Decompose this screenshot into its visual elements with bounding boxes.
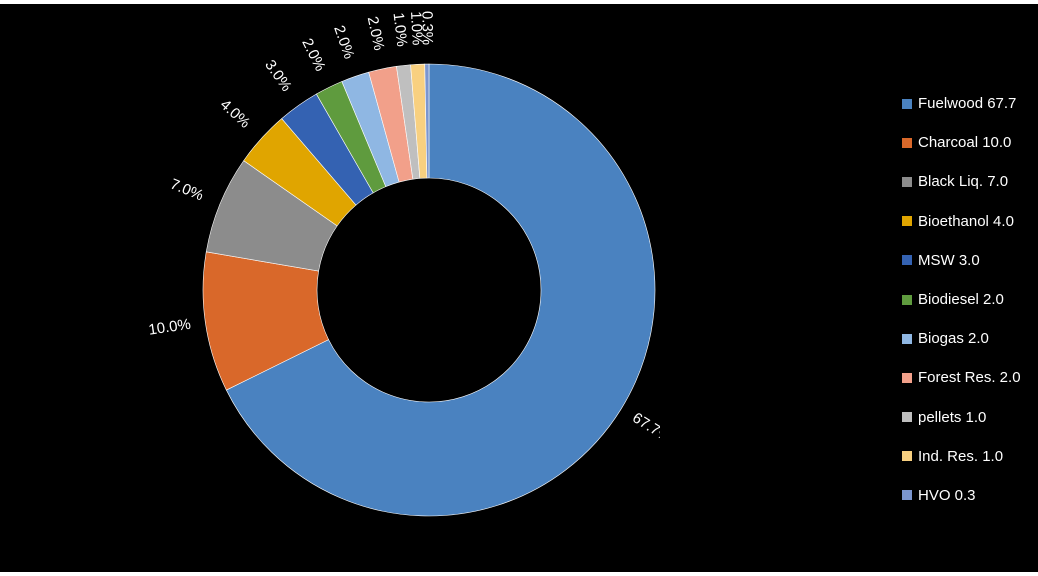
legend-label: HVO 0.3 bbox=[918, 486, 976, 504]
legend-swatch bbox=[902, 176, 912, 187]
data-label-6: 2.0% bbox=[330, 23, 357, 61]
legend-label: pellets 1.0 bbox=[918, 408, 987, 426]
data-label-10: 0.3% bbox=[418, 11, 435, 45]
legend-item: MSW 3.0 bbox=[902, 241, 1021, 280]
legend-label: Fuelwood 67.7 bbox=[918, 95, 1017, 113]
legend-swatch bbox=[902, 333, 912, 344]
legend-label: Charcoal 10.0 bbox=[918, 134, 1012, 152]
legend-item: Fuelwood 67.7 bbox=[902, 84, 1021, 123]
legend-swatch bbox=[902, 412, 912, 423]
donut-slice-0 bbox=[225, 63, 656, 517]
legend-swatch bbox=[902, 137, 912, 148]
data-label-4: 3.0% bbox=[261, 57, 295, 95]
legend-item: Charcoal 10.0 bbox=[902, 123, 1021, 162]
data-label-9: 1.0% bbox=[407, 11, 426, 46]
legend-item: pellets 1.0 bbox=[902, 398, 1021, 437]
legend-item: HVO 0.3 bbox=[902, 476, 1021, 515]
legend-item: Ind. Res. 1.0 bbox=[902, 437, 1021, 476]
legend-swatch bbox=[902, 372, 912, 383]
legend-swatch bbox=[902, 451, 912, 462]
legend-label: Bioethanol 4.0 bbox=[918, 212, 1014, 230]
donut-slice-10 bbox=[424, 63, 430, 179]
legend-label: Forest Res. 2.0 bbox=[918, 369, 1021, 387]
legend-swatch bbox=[902, 294, 912, 305]
legend-swatch bbox=[902, 255, 912, 266]
legend-swatch bbox=[902, 490, 912, 501]
chart-area: 67.7% 10.0% 7.0% 4.0% 3.0% 2.0% 2.0% 2.0% 1.0% 1.… bbox=[0, 4, 1038, 572]
legend-label: Biogas 2.0 bbox=[918, 330, 989, 348]
donut-chart: 67.7%10.0%7.0%4.0%3.0%2.0% 2.0% 2.0% 1.0%1.… bbox=[147, 11, 660, 517]
data-label-0: 67.7% bbox=[629, 409, 660, 446]
legend-item: Biodiesel 2.0 bbox=[902, 280, 1021, 319]
data-label-2: 7.0% bbox=[168, 176, 206, 205]
data-label-1: 10.0% bbox=[147, 316, 192, 339]
data-label-3: 4.0% bbox=[217, 96, 254, 132]
data-label-7: 2.0% bbox=[364, 15, 388, 52]
legend-label: MSW 3.0 bbox=[918, 251, 980, 269]
legend-item: Black Liq. 7.0 bbox=[902, 162, 1021, 201]
legend-item: Bioethanol 4.0 bbox=[902, 202, 1021, 241]
legend-label: Biodiesel 2.0 bbox=[918, 291, 1004, 309]
legend-label: Black Liq. 7.0 bbox=[918, 173, 1009, 191]
legend-item: Biogas 2.0 bbox=[902, 319, 1021, 358]
legend-label: Ind. Res. 1.0 bbox=[918, 447, 1004, 465]
legend-item: Forest Res. 2.0 bbox=[902, 358, 1021, 397]
legend-swatch bbox=[902, 216, 912, 227]
legend-swatch bbox=[902, 98, 912, 109]
legend: Fuelwood 67.7 Charcoal 10.0 Black Liq. 7.0… bbox=[902, 84, 1021, 515]
data-label-8: 1.0% bbox=[390, 12, 411, 48]
data-label-5: 2.0% bbox=[298, 36, 328, 74]
